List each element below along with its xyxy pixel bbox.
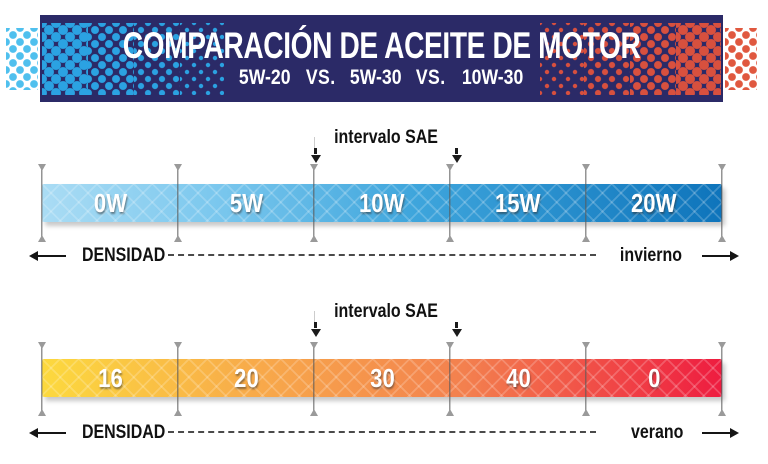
- halftone-dots-left-3: [134, 23, 180, 95]
- tick-mark: [445, 342, 455, 416]
- segment-20: 20: [233, 362, 259, 393]
- summer-axis-row: DENSIDAD verano: [0, 423, 768, 443]
- right-arrow-icon: [702, 251, 739, 261]
- segment-20w: 20W: [631, 187, 677, 218]
- winter-scale-section: intervalo SAE 0W 5W 10W 15W 20W DENSIDAD…: [0, 120, 768, 272]
- segment-5w: 5W: [229, 187, 263, 218]
- summer-gradient-bar: 16 20 30 40 0: [42, 359, 722, 397]
- header-titles: COMPARACIÓN DE ACEITE DE MOTOR 5W-20 VS.…: [40, 15, 723, 102]
- left-arrow-icon: [29, 428, 66, 438]
- density-axis-label: DENSIDAD: [81, 245, 166, 266]
- sae-interval-bracket-winter: intervalo SAE: [310, 128, 462, 163]
- tick-mark: [445, 164, 455, 242]
- halftone-dots-left-4: [180, 23, 224, 95]
- segment-30: 30: [369, 362, 395, 393]
- segment-15w: 15W: [495, 187, 541, 218]
- tick-mark: [37, 164, 47, 242]
- tick-mark: [309, 342, 319, 416]
- sae-interval-label-winter: intervalo SAE: [314, 128, 458, 148]
- winter-gradient-bar: 0W 5W 10W 15W 20W: [42, 184, 722, 222]
- winter-axis-row: DENSIDAD invierno: [0, 246, 768, 266]
- right-arrow-icon: [702, 428, 739, 438]
- sae-interval-label-summer: intervalo SAE: [314, 302, 458, 322]
- halftone-dots-right-4: [540, 23, 584, 95]
- halftone-dots-right-outer: [725, 28, 757, 90]
- halftone-dots-right-1: [676, 23, 721, 95]
- halftone-dots-left-1: [42, 23, 88, 95]
- halftone-dots-left-2: [88, 23, 134, 95]
- density-axis-label: DENSIDAD: [81, 422, 166, 443]
- segment-16: 16: [97, 362, 123, 393]
- halftone-dots-left-outer: [6, 28, 38, 90]
- tick-mark: [37, 342, 47, 416]
- tick-mark: [581, 342, 591, 416]
- dashed-line: [168, 254, 596, 256]
- halftone-dots-right-2: [630, 23, 676, 95]
- sae-interval-bracket-summer: intervalo SAE: [310, 302, 462, 337]
- tick-mark: [173, 164, 183, 242]
- vs-separator: VS.: [305, 66, 336, 90]
- winter-axis-label: invierno: [620, 245, 683, 266]
- segment-0w: 0W: [93, 187, 127, 218]
- grade-5w30: 5W-30: [349, 66, 402, 90]
- grade-10w30: 10W-30: [461, 66, 524, 90]
- grade-5w20: 5W-20: [239, 66, 291, 90]
- dashed-line: [168, 431, 596, 433]
- tick-mark: [717, 342, 727, 416]
- summer-axis-label: verano: [630, 422, 684, 443]
- segment-0: 0: [647, 362, 661, 393]
- tick-mark: [173, 342, 183, 416]
- tick-mark: [717, 164, 727, 242]
- halftone-dots-right-3: [584, 23, 630, 95]
- left-arrow-icon: [29, 251, 66, 261]
- vs-separator: VS.: [416, 66, 446, 90]
- summer-scale-section: intervalo SAE 16 20 30 40 0 DENSIDAD ver…: [0, 295, 768, 447]
- tick-mark: [309, 164, 319, 242]
- subtitle: 5W-20 VS. 5W-30 VS. 10W-30: [234, 66, 529, 90]
- segment-40: 40: [505, 362, 531, 393]
- segment-10w: 10W: [359, 187, 405, 218]
- page-title: COMPARACIÓN DE ACEITE DE MOTOR: [122, 24, 641, 66]
- header-banner: COMPARACIÓN DE ACEITE DE MOTOR 5W-20 VS.…: [40, 15, 723, 102]
- tick-mark: [581, 164, 591, 242]
